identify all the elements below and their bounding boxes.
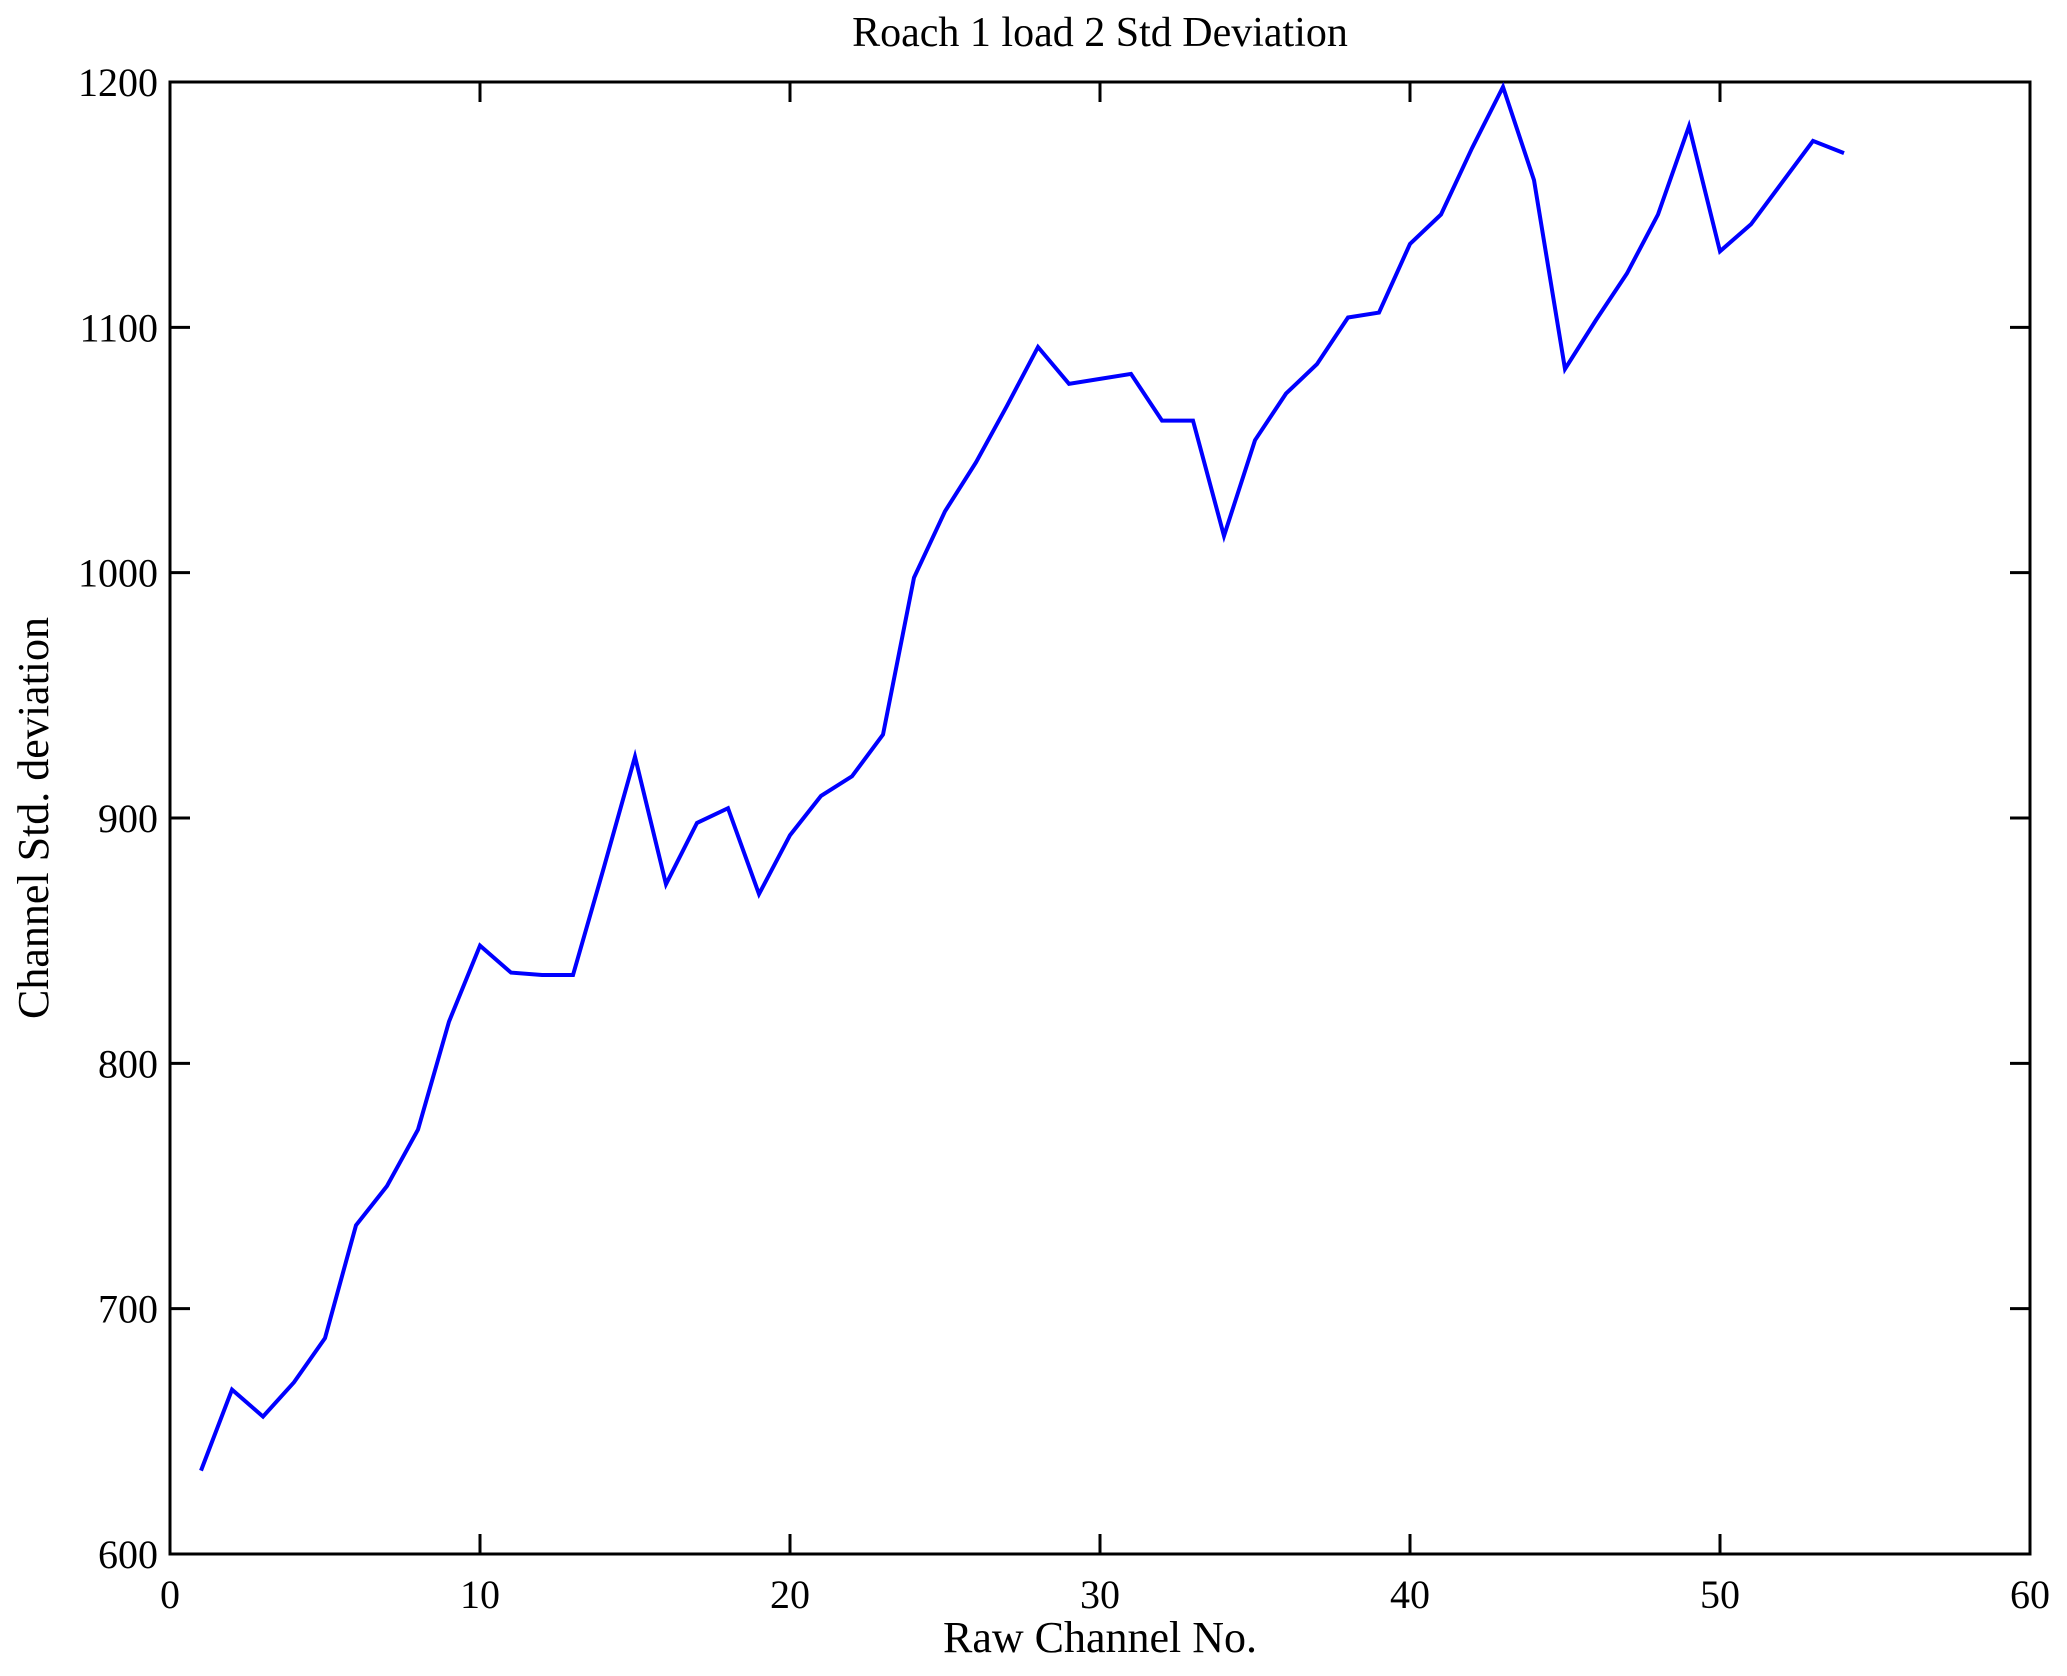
x-tick-label: 30	[1080, 1572, 1120, 1617]
axis-tick-labels: 0 10 20 30 40 50 60 600 700 800 900 1000 1100 1200	[78, 60, 2050, 1617]
axis-ticks	[168, 80, 2032, 1556]
y-tick-label: 1100	[79, 305, 158, 350]
x-tick-label: 50	[1700, 1572, 1740, 1617]
y-axis-label: Channel Std. deviation	[9, 617, 58, 1019]
y-tick-label: 600	[98, 1532, 158, 1577]
series-line	[199, 81, 1845, 1472]
chart-title: Roach 1 load 2 Std Deviation	[852, 10, 1348, 56]
x-tick-label: 20	[770, 1572, 810, 1617]
x-axis-label: Raw Channel No.	[943, 1613, 1257, 1662]
x-tick-label: 10	[460, 1572, 500, 1617]
x-tick-label: 0	[160, 1572, 180, 1617]
y-tick-label: 900	[98, 796, 158, 841]
plot-box	[168, 80, 2032, 1556]
x-tick-label: 60	[2010, 1572, 2050, 1617]
y-tick-label: 800	[98, 1041, 158, 1086]
y-tick-label: 700	[98, 1287, 158, 1332]
y-tick-label: 1000	[78, 551, 158, 596]
x-tick-label: 40	[1390, 1572, 1430, 1617]
y-tick-label: 1200	[78, 60, 158, 105]
